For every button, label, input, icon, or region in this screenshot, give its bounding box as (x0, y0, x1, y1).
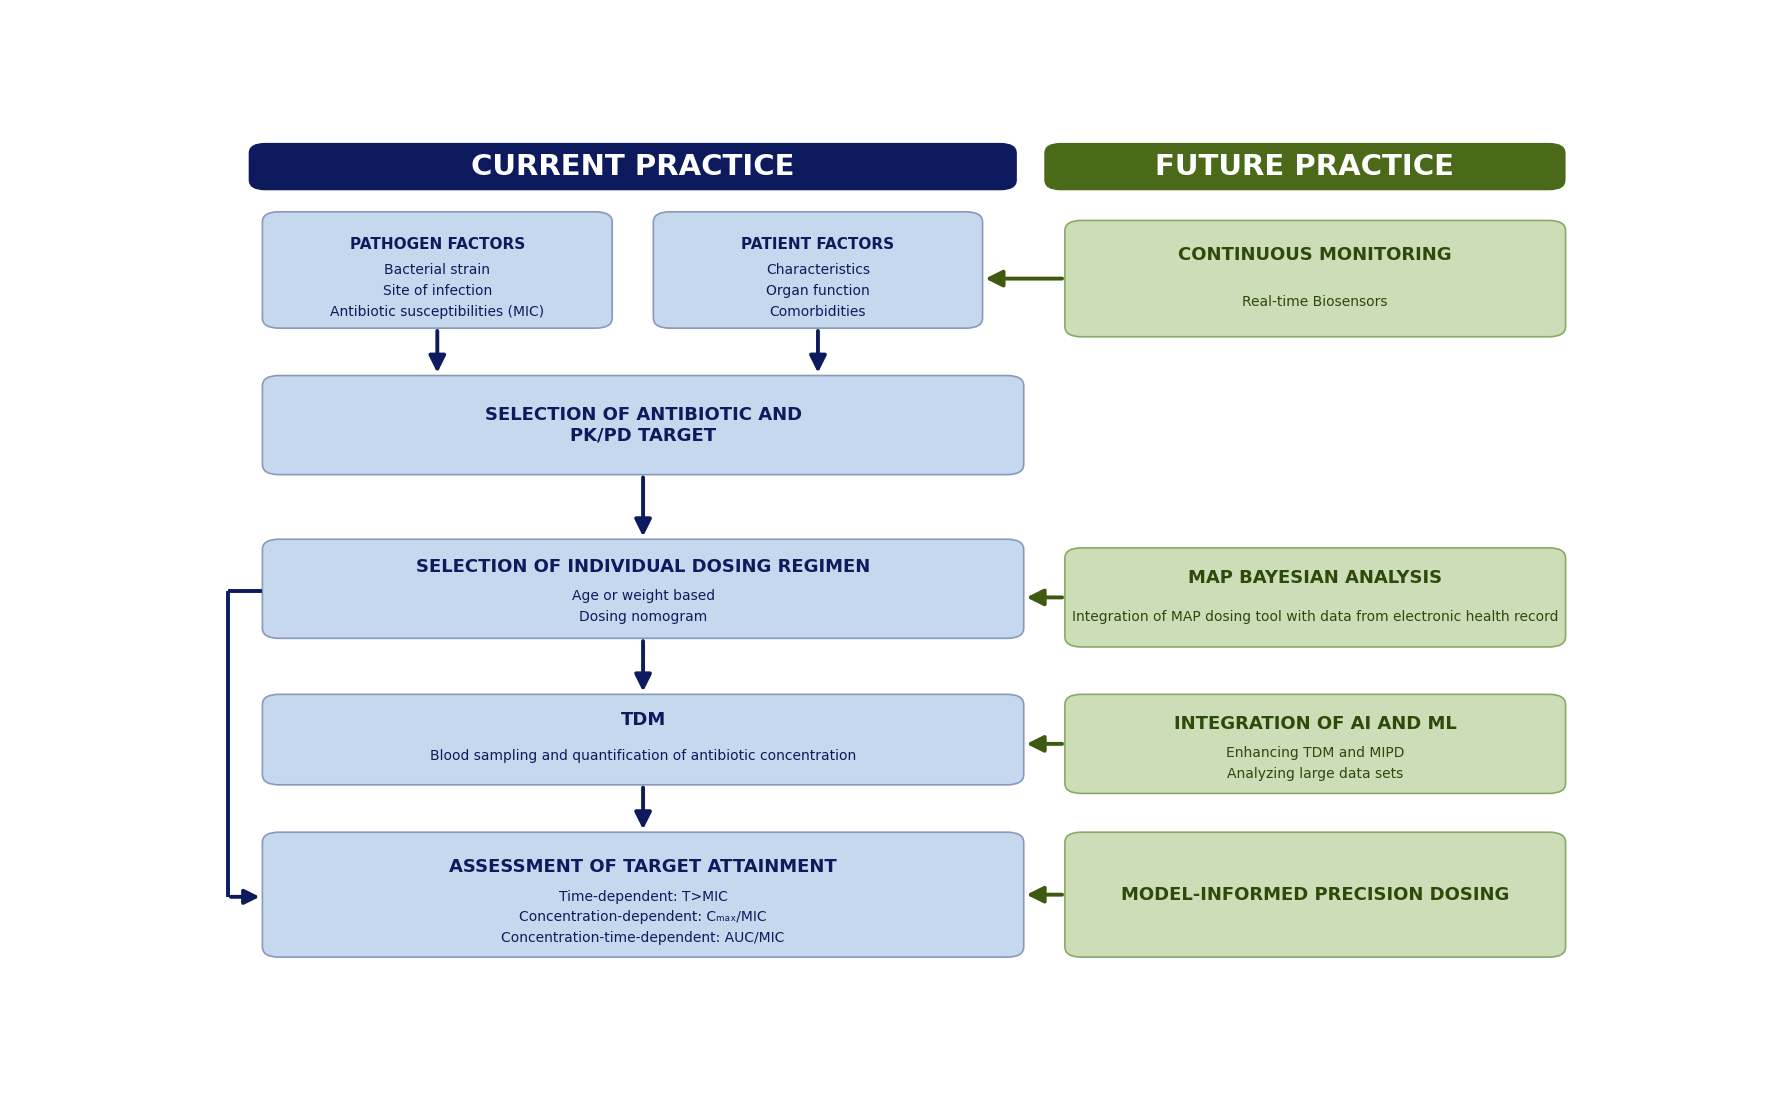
FancyBboxPatch shape (262, 211, 612, 328)
FancyBboxPatch shape (1066, 694, 1566, 793)
FancyBboxPatch shape (1066, 220, 1566, 337)
FancyBboxPatch shape (1066, 833, 1566, 957)
Text: Blood sampling and quantification of antibiotic concentration: Blood sampling and quantification of ant… (430, 749, 857, 763)
FancyBboxPatch shape (248, 143, 1018, 190)
Text: MODEL-INFORMED PRECISION DOSING: MODEL-INFORMED PRECISION DOSING (1120, 885, 1510, 904)
Text: SELECTION OF INDIVIDUAL DOSING REGIMEN: SELECTION OF INDIVIDUAL DOSING REGIMEN (416, 558, 871, 576)
Text: Age or weight based
Dosing nomogram: Age or weight based Dosing nomogram (572, 590, 715, 624)
Text: PATHOGEN FACTORS: PATHOGEN FACTORS (350, 237, 526, 252)
Text: SELECTION OF ANTIBIOTIC AND
PK/PD TARGET: SELECTION OF ANTIBIOTIC AND PK/PD TARGET (485, 406, 802, 444)
FancyBboxPatch shape (653, 211, 982, 328)
Text: FUTURE PRACTICE: FUTURE PRACTICE (1156, 152, 1455, 180)
FancyBboxPatch shape (262, 694, 1023, 784)
FancyBboxPatch shape (262, 376, 1023, 474)
Text: Time-dependent: T>MIC
Concentration-dependent: Cₘₐₓ/MIC
Concentration-time-depen: Time-dependent: T>MIC Concentration-depe… (501, 890, 784, 944)
Text: CONTINUOUS MONITORING: CONTINUOUS MONITORING (1179, 246, 1451, 264)
FancyBboxPatch shape (1044, 143, 1566, 190)
Text: TDM: TDM (621, 711, 666, 728)
Text: Integration of MAP dosing tool with data from electronic health record: Integration of MAP dosing tool with data… (1073, 610, 1558, 624)
FancyBboxPatch shape (1066, 548, 1566, 647)
Text: Enhancing TDM and MIPD
Analyzing large data sets: Enhancing TDM and MIPD Analyzing large d… (1227, 746, 1404, 781)
Text: Real-time Biosensors: Real-time Biosensors (1243, 295, 1388, 309)
FancyBboxPatch shape (262, 539, 1023, 638)
FancyBboxPatch shape (262, 833, 1023, 957)
Text: MAP BAYESIAN ANALYSIS: MAP BAYESIAN ANALYSIS (1188, 568, 1443, 586)
Text: Bacterial strain
Site of infection
Antibiotic susceptibilities (MIC): Bacterial strain Site of infection Antib… (331, 263, 545, 319)
Text: PATIENT FACTORS: PATIENT FACTORS (742, 237, 894, 252)
Text: ASSESSMENT OF TARGET ATTAINMENT: ASSESSMENT OF TARGET ATTAINMENT (450, 858, 837, 876)
Text: INTEGRATION OF AI AND ML: INTEGRATION OF AI AND ML (1174, 715, 1457, 733)
Text: Characteristics
Organ function
Comorbidities: Characteristics Organ function Comorbidi… (766, 263, 871, 319)
Text: CURRENT PRACTICE: CURRENT PRACTICE (471, 152, 795, 180)
